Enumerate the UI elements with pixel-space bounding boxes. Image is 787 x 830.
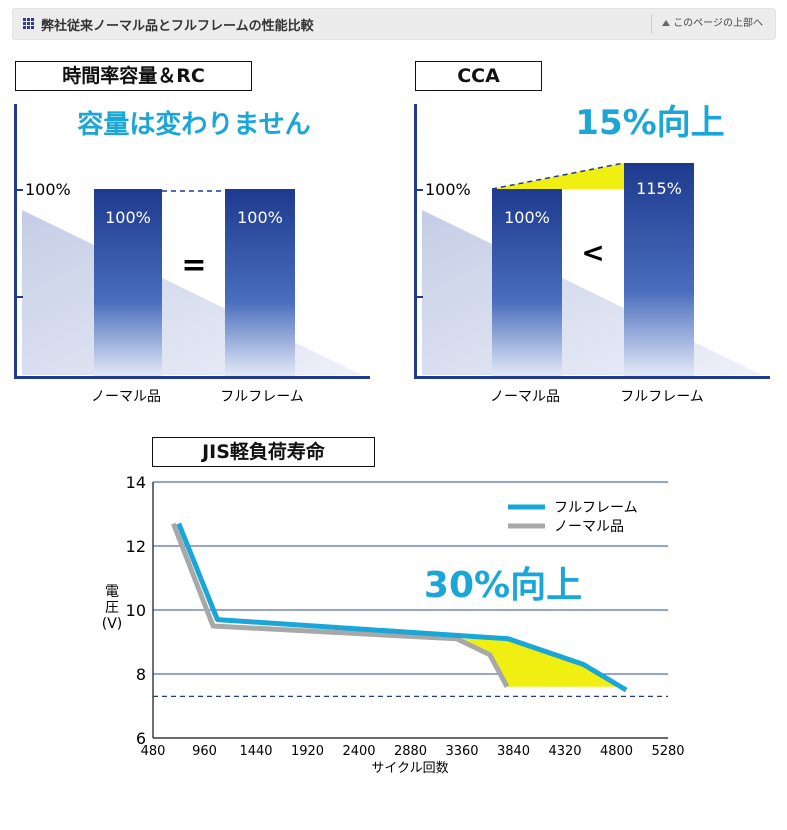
rc-baseline-label: 100% — [25, 180, 71, 199]
rc-bar-fullframe — [225, 189, 295, 376]
jis-improvement-area — [456, 638, 627, 690]
jis-x-tick-label: 5280 — [651, 744, 684, 759]
cca-background-wedge — [422, 210, 762, 375]
cca-headline: 15%向上 — [575, 103, 724, 143]
jis-legend-label: フルフレーム — [554, 500, 638, 516]
jis-x-tick-label: 4800 — [600, 744, 633, 759]
jis-y-tick-label: 6 — [136, 729, 146, 748]
rc-bar-label-normal: 100% — [105, 208, 151, 227]
jis-x-tick-label: 1920 — [291, 744, 324, 759]
cca-bar-label-normal: 100% — [504, 208, 550, 227]
jis-y-tick-label: 12 — [126, 537, 146, 556]
rc-category-fullframe: フルフレーム — [220, 389, 304, 405]
jis-y-axis-label: (V) — [102, 616, 123, 632]
cca-category-fullframe: フルフレーム — [620, 389, 704, 405]
cca-chart-title: CCA — [415, 61, 542, 91]
page-top-link[interactable]: このページの上部へ — [651, 14, 763, 34]
jis-headline: 30%向上 — [424, 565, 582, 606]
cca-baseline-label: 100% — [425, 180, 471, 199]
jis-chart-title: JIS軽負荷寿命 — [152, 437, 375, 467]
rc-background-wedge — [22, 210, 362, 375]
jis-x-tick-label: 2880 — [394, 744, 427, 759]
cca-bar-fullframe — [624, 163, 694, 376]
jis-y-axis-label: 電 — [105, 584, 119, 600]
rc-bar-normal — [94, 189, 162, 376]
jis-x-tick-label: 2400 — [342, 744, 375, 759]
rc-comparison-symbol: = — [181, 248, 206, 283]
jis-x-tick-label: 960 — [192, 744, 217, 759]
rc-category-normal: ノーマル品 — [91, 389, 161, 405]
jis-y-axis-label: 圧 — [105, 600, 119, 616]
jis-x-tick-label: 3840 — [497, 744, 530, 759]
jis-y-tick-label: 10 — [126, 601, 146, 620]
section-title: 弊社従来ノーマル品とフルフレームの性能比較 — [41, 19, 314, 34]
cca-bar-label-fullframe: 115% — [636, 179, 682, 198]
jis-chart: 6 8 10 12 14 480 960 1440 1920 2400 2880 3360 3840 43… — [102, 473, 685, 776]
jis-series-line-0 — [176, 522, 628, 693]
page-top-label: このページの上部へ — [673, 18, 763, 29]
jis-x-tick-label: 4320 — [548, 744, 581, 759]
jis-y-tick-label: 8 — [136, 665, 146, 684]
rc-chart-title: 時間率容量＆RC — [15, 61, 252, 91]
jis-x-axis-label: サイクル回数 — [371, 761, 448, 776]
rc-headline: 容量は変わりません — [77, 109, 310, 140]
jis-y-tick-label: 14 — [126, 473, 146, 492]
grid-icon — [23, 18, 34, 29]
cca-comparison-symbol: < — [581, 236, 604, 269]
jis-x-tick-label: 3360 — [445, 744, 478, 759]
jis-series-line-1 — [171, 522, 510, 688]
rc-bar-label-fullframe: 100% — [237, 208, 283, 227]
cca-chart: 100% 100% 115% < 15%向上 ノーマル品 フルフレーム — [414, 103, 770, 405]
jis-x-tick-label: 480 — [141, 744, 166, 759]
arrow-up-icon — [662, 20, 671, 26]
cca-category-normal: ノーマル品 — [490, 389, 560, 405]
jis-x-tick-label: 1440 — [239, 744, 272, 759]
jis-legend-label: ノーマル品 — [554, 519, 624, 535]
cca-trend-line — [491, 162, 625, 190]
cca-bar-normal — [492, 189, 562, 376]
section-header: 弊社従来ノーマル品とフルフレームの性能比較 このページの上部へ — [12, 8, 776, 40]
rc-chart: 100% 100% 100% = 容量は変わりません ノーマル品 フルフレーム — [14, 104, 370, 405]
